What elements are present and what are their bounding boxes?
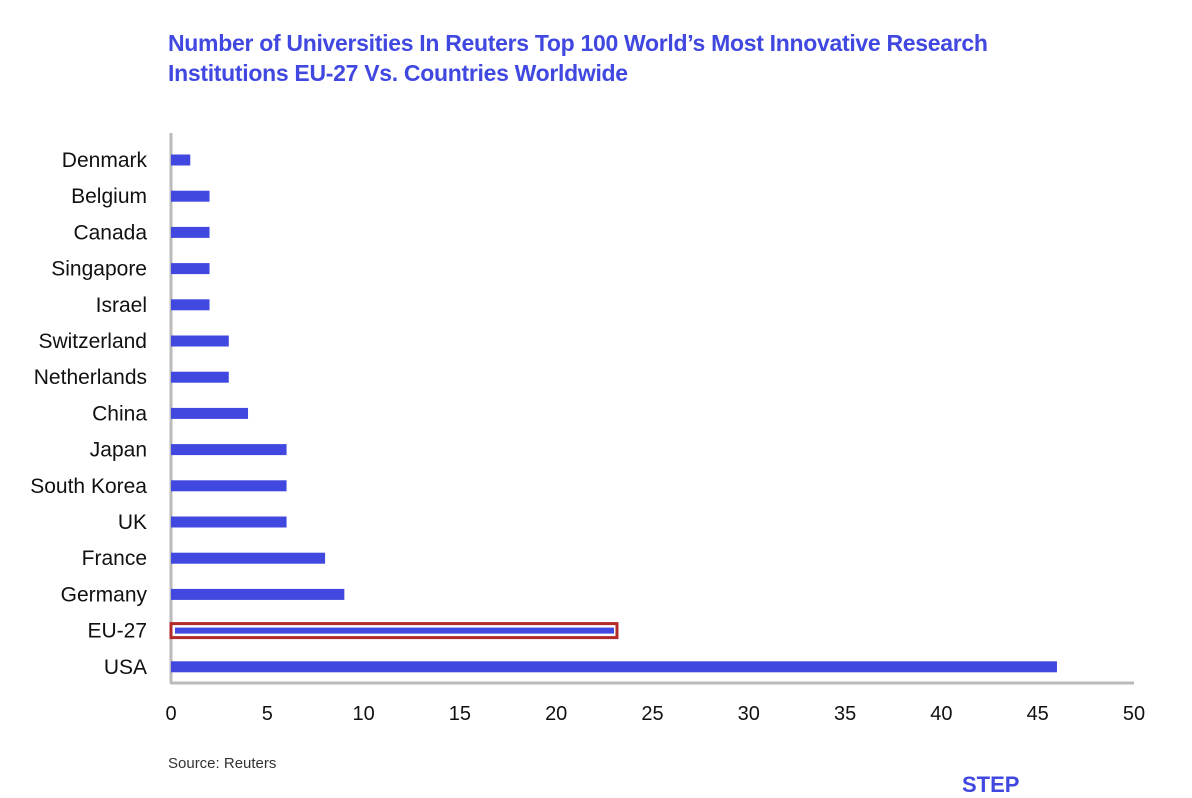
bar <box>171 299 210 311</box>
category-label: China <box>92 402 147 425</box>
category-label: UK <box>118 511 147 534</box>
bar <box>171 190 210 202</box>
highlight-box <box>169 622 619 640</box>
chart-title-line-1: Number of Universities In Reuters Top 10… <box>168 30 988 56</box>
bar <box>171 335 229 347</box>
category-label: Belgium <box>71 185 147 208</box>
x-tick-label: 30 <box>738 703 760 725</box>
category-label: Singapore <box>51 258 147 281</box>
x-tick-label: 5 <box>262 703 273 725</box>
bar <box>171 661 1057 673</box>
x-tick-label: 10 <box>352 703 374 725</box>
category-label: Switzerland <box>38 330 147 353</box>
x-tick-label: 0 <box>165 703 176 725</box>
x-tick-label: 25 <box>641 703 663 725</box>
bar <box>171 226 210 238</box>
bar <box>171 480 287 492</box>
category-label: Denmark <box>62 149 148 172</box>
bar <box>171 263 210 275</box>
x-tick-label: 45 <box>1027 703 1049 725</box>
bar <box>175 627 614 634</box>
bar <box>171 371 229 383</box>
x-tick-label: 15 <box>449 703 471 725</box>
bar <box>171 552 326 564</box>
category-label: Israel <box>96 294 147 317</box>
category-label: Netherlands <box>34 366 147 389</box>
category-label: Canada <box>73 221 147 244</box>
category-label: USA <box>104 656 147 679</box>
bar <box>171 407 249 419</box>
x-tick-label: 20 <box>545 703 567 725</box>
category-label: South Korea <box>30 475 147 498</box>
bar <box>171 444 287 456</box>
category-label: France <box>82 547 147 570</box>
bar <box>171 588 345 600</box>
category-label: Japan <box>90 439 147 462</box>
x-tick-label: 50 <box>1123 703 1145 725</box>
category-label: EU-27 <box>87 620 147 643</box>
chart-title-line-2: Institutions EU-27 Vs. Countries Worldwi… <box>168 60 628 86</box>
x-tick-label: 40 <box>930 703 952 725</box>
bar <box>171 516 287 528</box>
x-tick-label: 35 <box>834 703 856 725</box>
chart-title: Number of Universities In Reuters Top 10… <box>168 28 1168 88</box>
category-label: Germany <box>61 583 148 606</box>
source-note: Source: Reuters <box>168 755 277 772</box>
brand-logo: STEP <box>962 772 1020 797</box>
bar <box>171 154 191 166</box>
